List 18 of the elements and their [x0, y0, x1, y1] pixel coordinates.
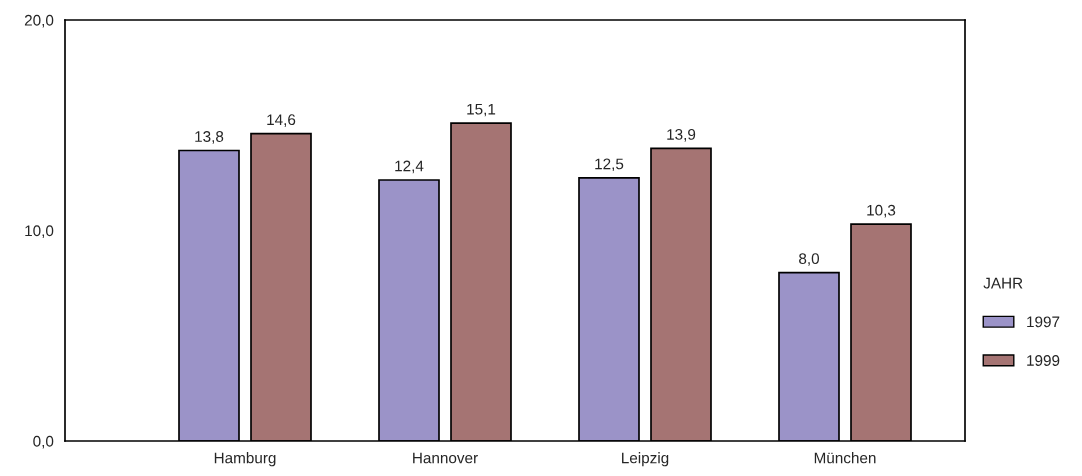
- data-label: 12,4: [395, 160, 424, 174]
- data-label: 14,6: [267, 114, 296, 127]
- data-label: 12,5: [595, 158, 624, 172]
- data-label: 8,0: [799, 253, 820, 266]
- x-tick-label: Leipzig: [622, 452, 669, 467]
- y-tick-label: 20,0: [24, 14, 54, 28]
- data-label: 13,9: [667, 129, 696, 142]
- data-label: 10,3: [867, 204, 896, 218]
- x-tick-label: München: [814, 452, 876, 464]
- y-tick-label: 10,0: [25, 225, 54, 238]
- x-tick-label: Hamburg: [214, 452, 276, 467]
- data-label: 15,1: [467, 103, 496, 117]
- legend-title: JAHR: [983, 277, 1023, 289]
- data-label: 13,8: [195, 131, 224, 144]
- x-tick-label: Hannover: [413, 452, 478, 464]
- legend-label: 1999: [1027, 355, 1060, 366]
- legend-label: 1997: [1027, 316, 1060, 328]
- y-tick-label: 0,0: [33, 435, 54, 449]
